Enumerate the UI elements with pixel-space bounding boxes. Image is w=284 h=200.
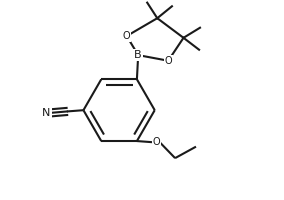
Text: O: O [153, 137, 160, 147]
Text: B: B [134, 50, 142, 60]
Text: O: O [123, 31, 131, 41]
Text: O: O [164, 56, 172, 66]
Text: N: N [42, 108, 51, 118]
